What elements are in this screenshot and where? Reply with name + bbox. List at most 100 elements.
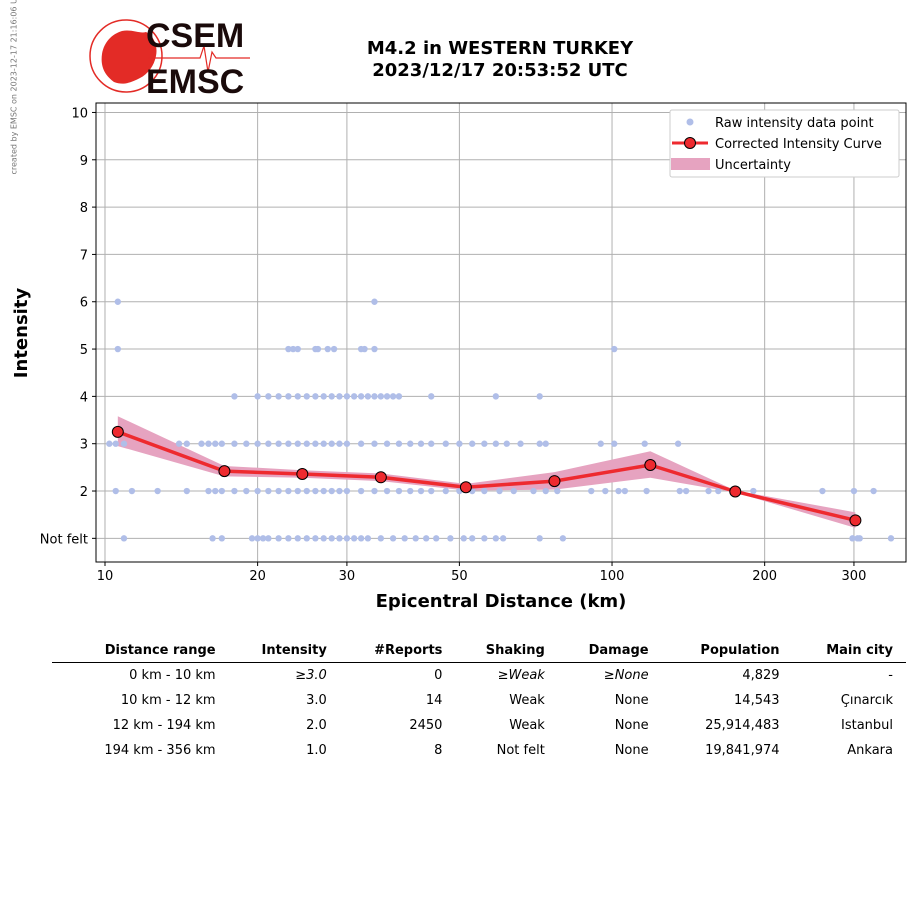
raw-data-point <box>377 535 385 542</box>
raw-data-point <box>175 440 183 447</box>
raw-data-point <box>120 440 128 447</box>
raw-data-point <box>383 487 391 495</box>
table-row: 12 km - 194 km 2.0 2450 Weak None 25,914,483 I… <box>52 713 906 738</box>
y-tick-label: 10 <box>71 106 88 121</box>
x-axis-label: Epicentral Distance (km) <box>376 591 627 612</box>
y-tick-label: 9 <box>80 154 88 169</box>
y-tick-label: 2 <box>80 485 88 500</box>
raw-data-point <box>499 535 507 542</box>
legend-box <box>669 109 900 178</box>
raw-data-point <box>254 535 261 542</box>
x-tick-label: 300 <box>842 569 867 584</box>
raw-data-point <box>112 487 119 495</box>
raw-data-point <box>285 345 292 353</box>
table-header-cell: Intensity <box>228 640 340 663</box>
raw-data-point <box>377 393 385 400</box>
table-cell: 14 <box>425 692 443 708</box>
raw-data-point <box>120 535 128 542</box>
raw-data-point <box>510 487 517 495</box>
raw-data-point <box>389 393 397 400</box>
raw-data-point <box>819 487 826 495</box>
curve-point <box>548 475 561 488</box>
table-cell: None <box>614 692 649 708</box>
logo-map-shape <box>101 30 157 84</box>
raw-data-point <box>357 440 365 447</box>
raw-data-point <box>303 535 310 542</box>
y-axis-label: Intensity <box>11 288 32 379</box>
table-cell: 1.0 <box>306 742 327 758</box>
raw-data-point <box>254 440 261 447</box>
raw-data-point <box>289 345 297 353</box>
table-cell: Not felt <box>496 742 545 758</box>
raw-data-point <box>343 440 351 447</box>
curve-point <box>644 458 657 471</box>
table-row: 194 km - 356 km 1.0 8 Not felt None 19,841,97… <box>52 738 906 763</box>
raw-data-point <box>357 393 365 400</box>
raw-data-point <box>328 487 335 495</box>
raw-data-point <box>401 535 408 542</box>
raw-data-point <box>218 535 226 542</box>
raw-data-point <box>294 535 301 542</box>
raw-data-point <box>442 487 449 495</box>
table-cell: 0 km - 10 km <box>129 667 216 683</box>
raw-data-point <box>428 487 435 495</box>
table-header-cell: Damage <box>557 640 662 663</box>
raw-data-point <box>218 487 226 495</box>
raw-data-point <box>597 440 604 447</box>
raw-data-point <box>856 535 863 542</box>
raw-data-point <box>259 535 267 542</box>
table-row: 0 km - 10 km ≥3.0 0 ≥Weak ≥None 4,829 - <box>52 663 906 689</box>
curve-point <box>111 425 124 438</box>
logo-csem: CSEM <box>146 17 244 55</box>
raw-data-point <box>285 393 292 400</box>
raw-data-point <box>357 535 365 542</box>
raw-data-point <box>320 393 327 400</box>
raw-data-point <box>328 393 335 400</box>
raw-data-point <box>275 487 282 495</box>
raw-data-point <box>674 440 682 447</box>
table-header-cell: #Reports <box>339 640 456 663</box>
raw-data-point <box>469 535 476 542</box>
chart-title: M4.2 in WESTERN TURKEY 2023/12/17 20:53:… <box>300 38 700 82</box>
raw-data-point <box>320 440 327 447</box>
raw-data-point <box>212 487 219 495</box>
table-body: 0 km - 10 km ≥3.0 0 ≥Weak ≥None 4,829 - 10 km -… <box>52 663 906 764</box>
raw-data-point <box>254 393 261 400</box>
raw-data-point <box>383 440 391 447</box>
raw-data-point <box>371 487 378 495</box>
table-cell: 12 km - 194 km <box>112 717 216 733</box>
table-cell: 0 <box>434 667 443 683</box>
raw-data-point <box>303 393 310 400</box>
legend-raw-marker <box>686 118 694 126</box>
raw-data-point <box>554 487 561 495</box>
raw-data-point <box>154 487 161 495</box>
y-tick-label: 3 <box>80 438 88 453</box>
raw-data-point <box>364 393 372 400</box>
raw-data-point <box>312 487 319 495</box>
raw-data-point <box>294 393 301 400</box>
distance-table: Distance range Intensity #Reports Shaking Da… <box>52 640 906 763</box>
x-tick-label: 100 <box>600 569 625 584</box>
raw-data-point <box>275 535 282 542</box>
raw-data-point <box>265 487 272 495</box>
table-cell: 14,543 <box>734 692 780 708</box>
y-tick-label: 7 <box>80 248 88 263</box>
table-header-row: Distance range Intensity #Reports Shaking Da… <box>52 640 906 663</box>
legend-uncertainty-label: Uncertainty <box>715 158 791 173</box>
y-tick-label: 6 <box>80 296 88 311</box>
table-cell: 2450 <box>409 717 443 733</box>
raw-data-point <box>395 393 403 400</box>
intensity-chart: 10 20 30 50 100 200 300 Not felt 2 3 4 5 6 7 8 9 10 Inte… <box>11 102 907 612</box>
table-cell: ≥3.0 <box>295 667 327 683</box>
raw-data-point <box>496 487 503 495</box>
raw-data-point <box>205 487 212 495</box>
raw-data-point <box>536 440 543 447</box>
raw-data-point <box>395 440 403 447</box>
table-cell: Weak <box>509 692 545 708</box>
raw-data-point <box>460 535 467 542</box>
raw-data-point <box>357 487 365 495</box>
raw-data-point <box>294 440 301 447</box>
table-header-cell: Population <box>661 640 793 663</box>
raw-data-point <box>442 440 449 447</box>
legend-raw-label: Raw intensity data point <box>715 116 874 131</box>
